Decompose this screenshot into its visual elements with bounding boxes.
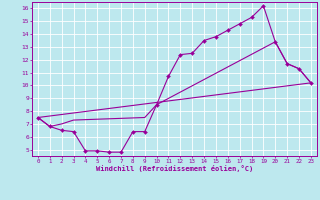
X-axis label: Windchill (Refroidissement éolien,°C): Windchill (Refroidissement éolien,°C) (96, 165, 253, 172)
